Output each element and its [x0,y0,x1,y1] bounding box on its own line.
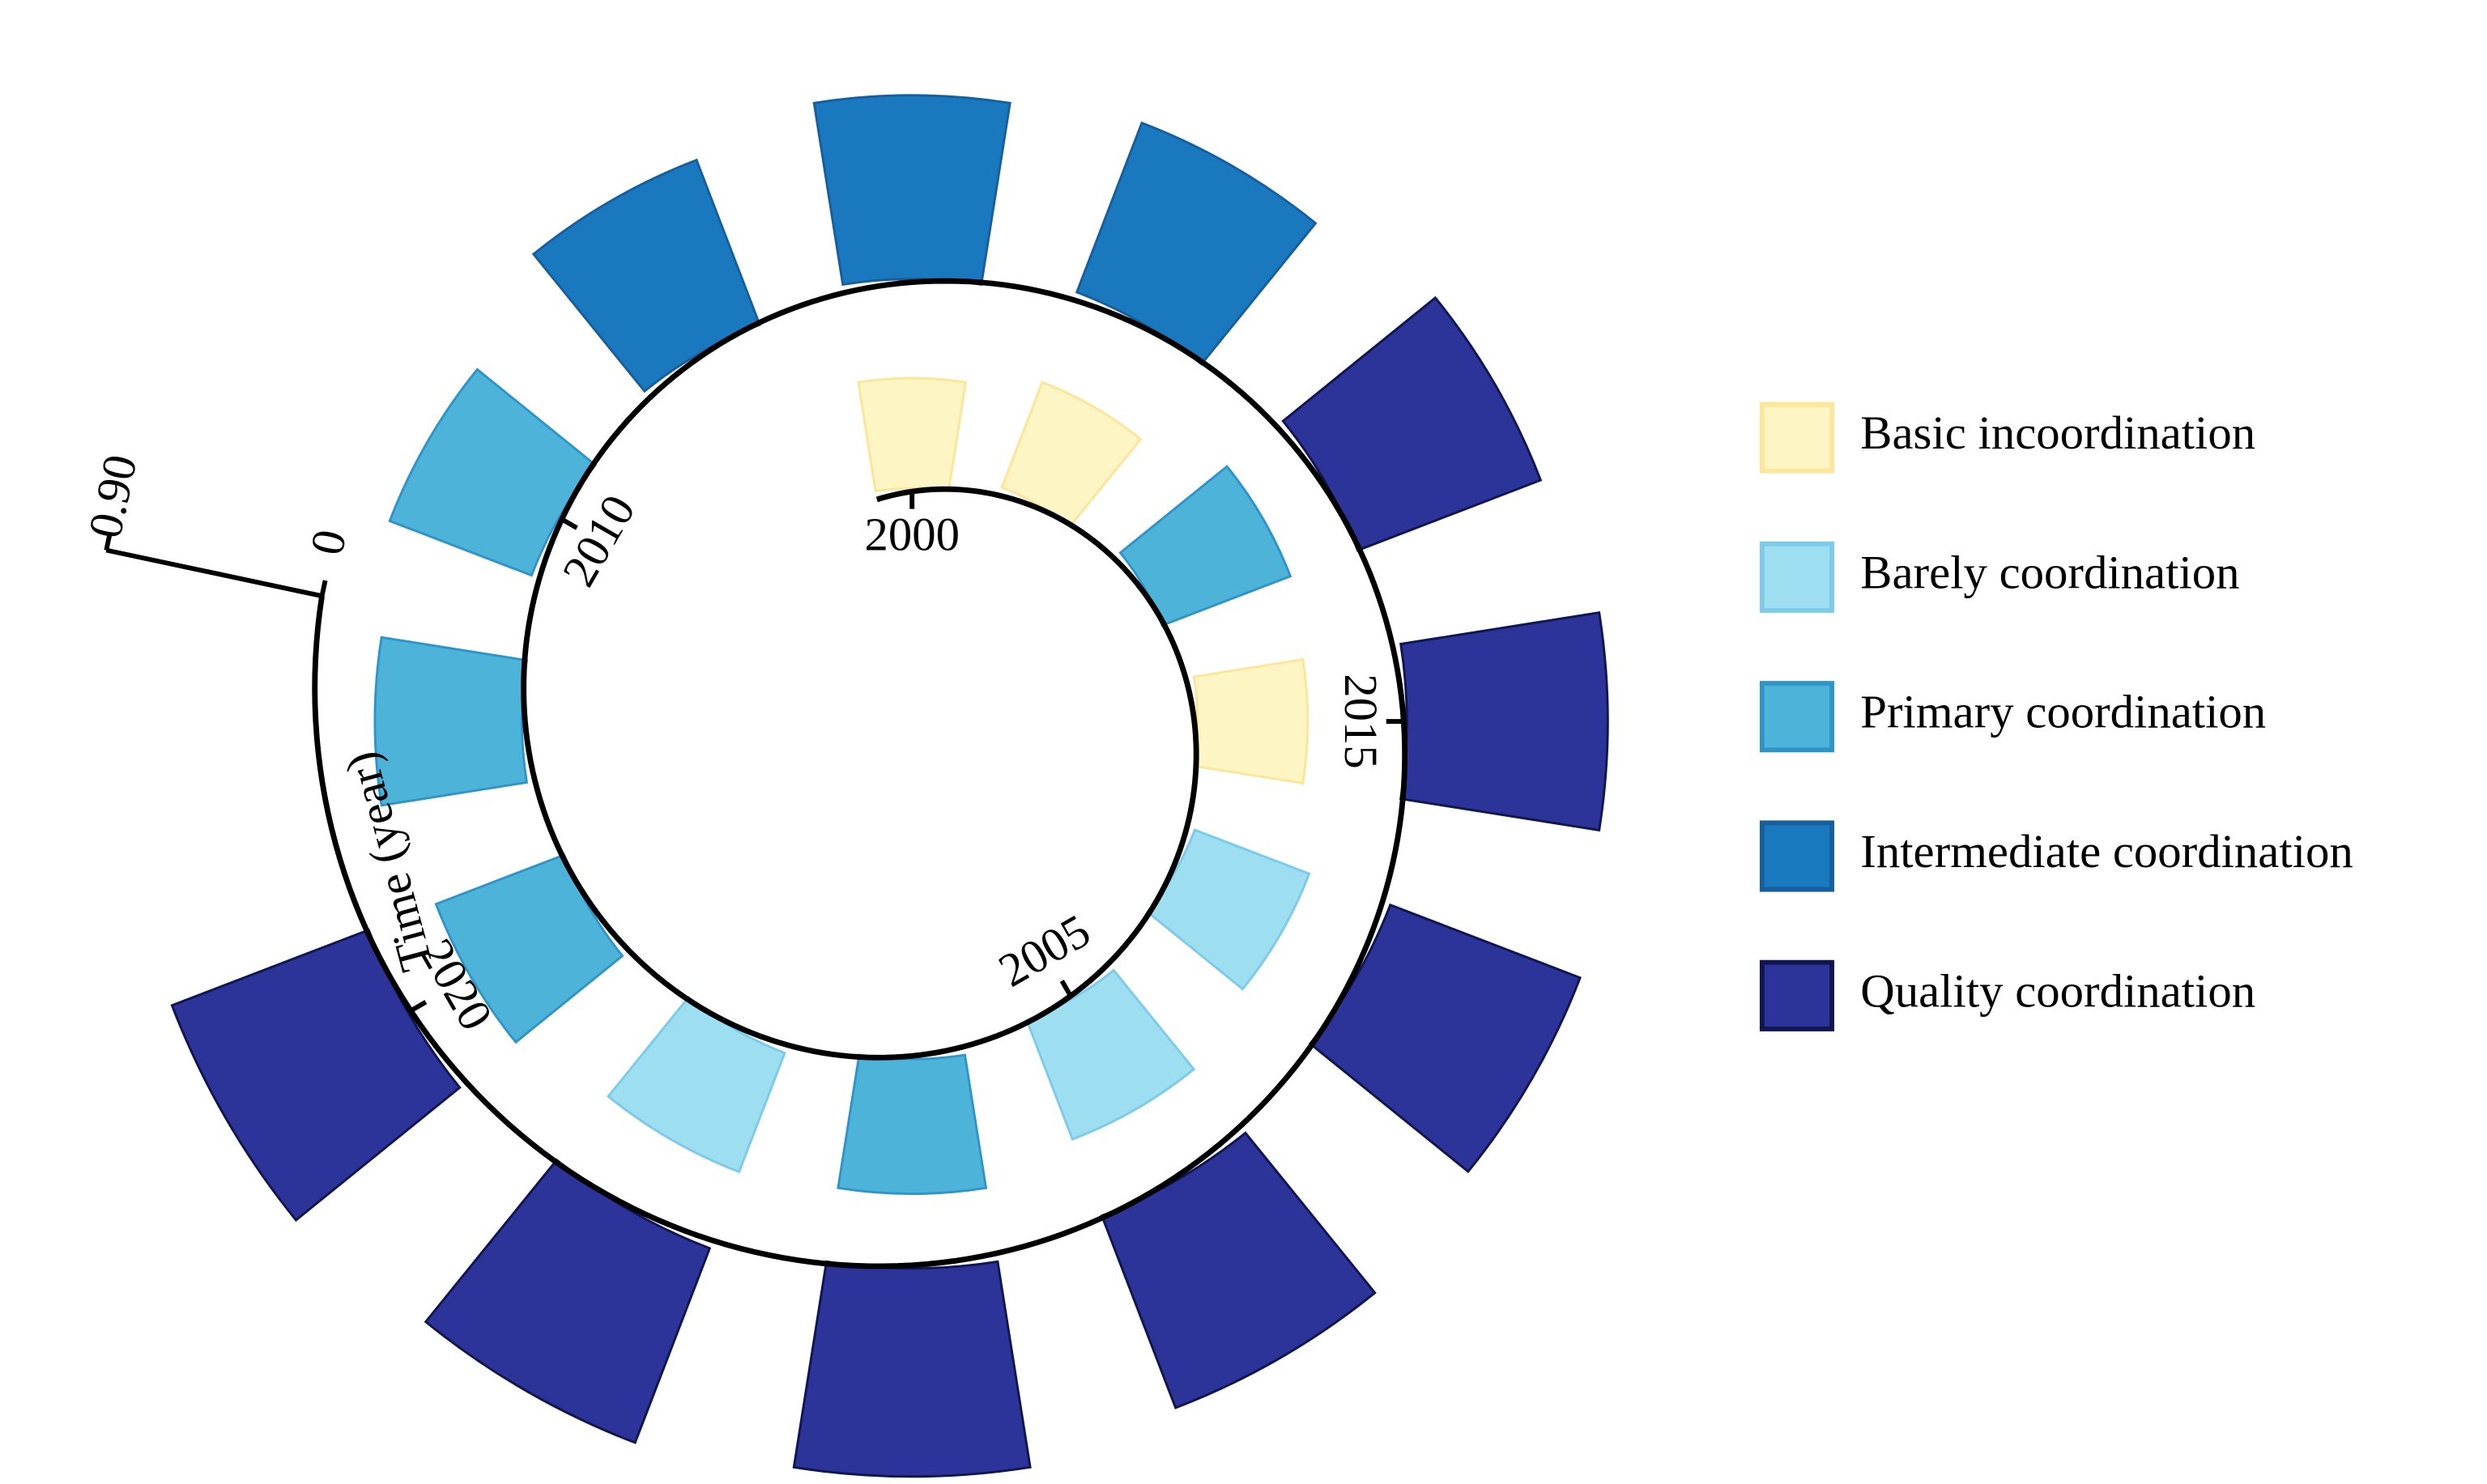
bar [1118,465,1292,627]
bar [1308,903,1582,1174]
bar [434,853,624,1044]
x-tick-label: 2005 [990,904,1099,997]
bar [424,1158,712,1444]
x-tick-label: 2015 [1335,674,1387,769]
bar [170,928,462,1222]
x-tick [409,1000,428,1013]
bar [792,1260,1032,1478]
bar [857,376,968,493]
bar [607,995,786,1174]
spiral-axis [312,278,1408,1269]
legend-swatch [1759,820,1834,892]
bar [1145,828,1311,991]
legend-label: Primary coordination [1860,686,2266,738]
legend-label: Quality coordination [1860,964,2255,1017]
x-tick [560,517,578,530]
legend-swatch [1759,541,1834,613]
bar [1399,610,1609,832]
x-tick-label: 2000 [864,508,960,560]
x-tick [1059,980,1073,997]
legend-swatch [1759,681,1834,753]
bar [1100,1131,1377,1410]
bar [1025,968,1196,1142]
bar [531,158,762,393]
bar [837,1053,988,1195]
bar [1281,296,1543,552]
value-tick [319,580,328,597]
legend-label: Intermediate coordination [1860,825,2353,878]
value-tick [104,534,113,551]
legend-swatch [1759,402,1834,474]
bar [388,368,598,577]
legend-label: Barely coordination [1860,546,2239,598]
bar [812,94,1011,287]
legend-label: Basic incoordination [1860,406,2255,459]
bar [1192,657,1310,785]
bar [373,636,529,807]
bar [1000,381,1143,529]
legend-swatch [1759,959,1834,1031]
value-tick-label: 0 [300,525,357,559]
bar [1075,121,1318,366]
value-tick-label: 0.90 [79,450,147,542]
value-axis [105,547,323,599]
